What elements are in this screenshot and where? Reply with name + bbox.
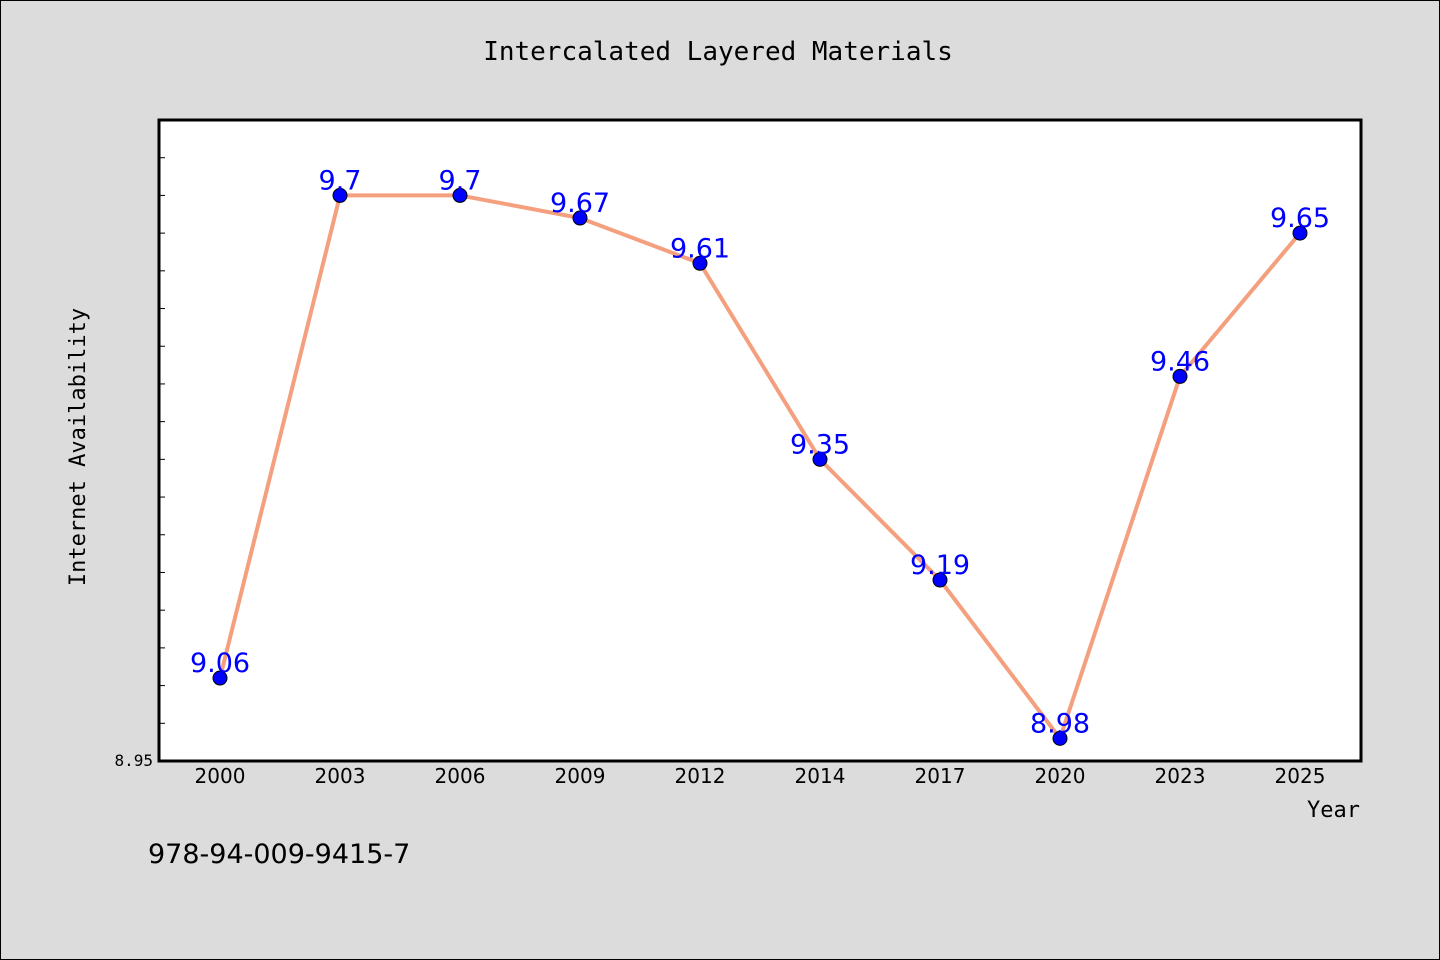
x-tick-label: 2014 bbox=[795, 764, 846, 788]
data-label: 9.61 bbox=[670, 233, 730, 264]
data-point bbox=[1052, 730, 1068, 746]
data-label: 9.7 bbox=[439, 165, 482, 196]
data-label: 9.19 bbox=[910, 550, 970, 581]
x-tick-label: 2006 bbox=[435, 764, 486, 788]
x-axis-label: Year bbox=[1307, 798, 1360, 823]
y-tick-label: 8.95 bbox=[114, 751, 153, 770]
x-tick-label: 2017 bbox=[915, 764, 966, 788]
data-label: 9.46 bbox=[1150, 346, 1210, 377]
x-tick-labels: 2000 2003 2006 2009 2012 2014 2017 2020 2023 2025 bbox=[195, 764, 1326, 788]
y-axis-label: Internet Availability bbox=[66, 308, 91, 586]
x-tick-label: 2025 bbox=[1275, 764, 1326, 788]
x-tick-label: 2020 bbox=[1035, 764, 1086, 788]
plot-area bbox=[159, 120, 1361, 761]
x-tick-label: 2012 bbox=[675, 764, 726, 788]
plot-frame bbox=[157, 118, 1363, 763]
data-point bbox=[1172, 368, 1188, 384]
data-point bbox=[572, 210, 588, 226]
footer-isbn: 978-94-009-9415-7 bbox=[148, 839, 410, 870]
data-label: 8.98 bbox=[1030, 708, 1090, 739]
data-point bbox=[452, 187, 468, 203]
data-point bbox=[212, 670, 228, 686]
data-point bbox=[812, 451, 828, 467]
x-tick-label: 2023 bbox=[1155, 764, 1206, 788]
x-tick-label: 2003 bbox=[315, 764, 366, 788]
data-labels: 9.06 9.7 9.7 9.67 9.61 9.35 9.19 8.98 9.46 9.65 bbox=[190, 165, 1330, 739]
x-tick-label: 2009 bbox=[555, 764, 606, 788]
x-tick-label: 2000 bbox=[195, 764, 246, 788]
data-label: 9.7 bbox=[319, 165, 362, 196]
series-line bbox=[218, 193, 1302, 741]
data-label: 9.65 bbox=[1270, 203, 1330, 234]
data-point bbox=[692, 255, 708, 271]
data-point bbox=[1292, 225, 1308, 241]
data-point bbox=[932, 572, 948, 588]
data-label: 9.35 bbox=[790, 429, 850, 460]
chart-title: Intercalated Layered Materials bbox=[483, 37, 953, 67]
data-markers bbox=[212, 187, 1308, 746]
data-label: 9.06 bbox=[190, 648, 250, 679]
data-point bbox=[332, 187, 348, 203]
data-label: 9.67 bbox=[550, 188, 610, 219]
